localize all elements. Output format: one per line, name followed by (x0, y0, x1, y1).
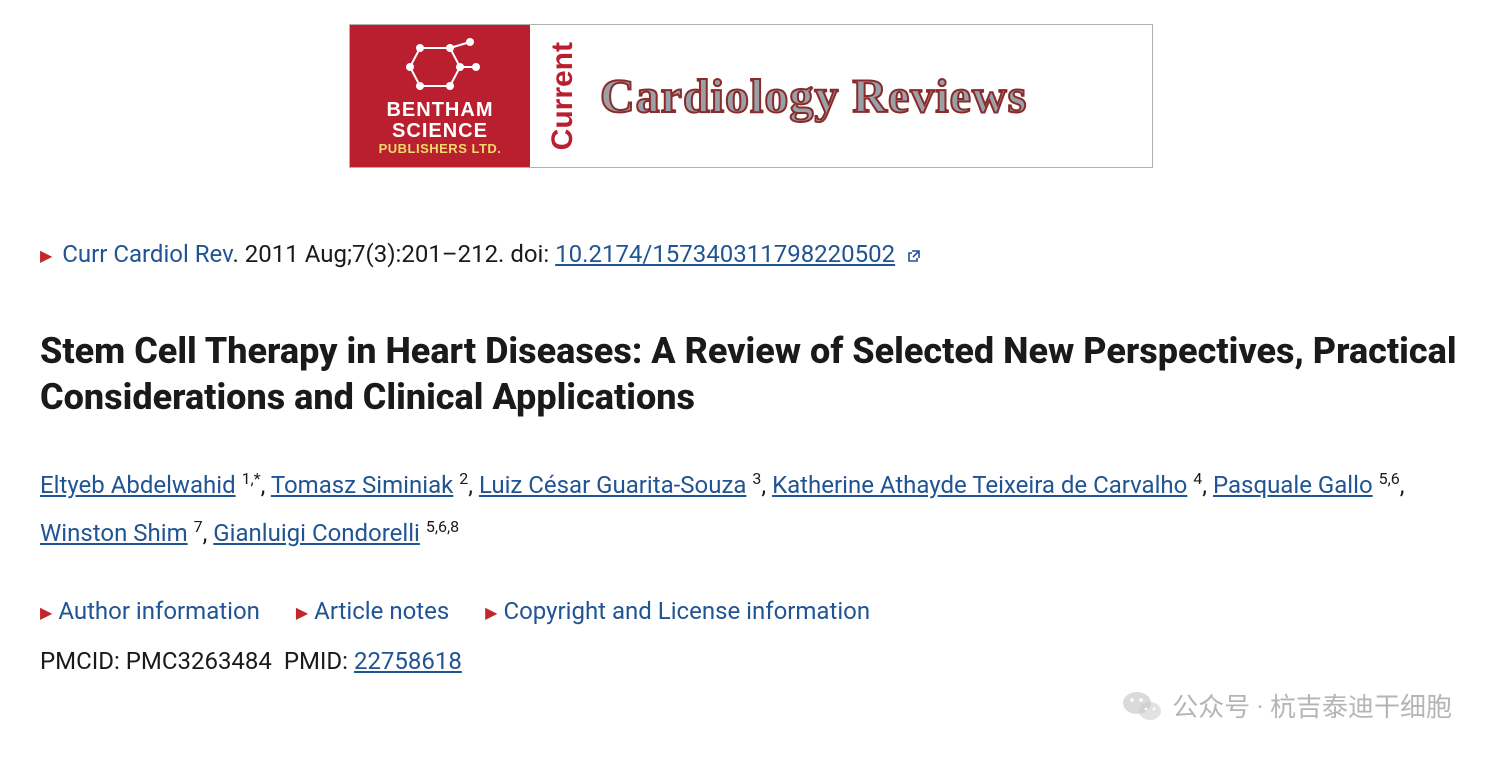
publisher-logo-block: BENTHAM SCIENCE PUBLISHERS LTD. (350, 25, 530, 167)
publisher-text: BENTHAM SCIENCE PUBLISHERS LTD. (379, 100, 502, 156)
expand-triangle-icon[interactable]: ▶ (40, 246, 52, 265)
journal-abbrev-link[interactable]: Curr Cardiol Rev (62, 240, 232, 268)
journal-name: Cardiology Reviews (600, 69, 1027, 124)
molecule-icon (400, 38, 480, 96)
journal-banner: BENTHAM SCIENCE PUBLISHERS LTD. Current … (349, 24, 1153, 168)
publisher-line2: SCIENCE (379, 121, 502, 142)
pmcid-label: PMCID: (40, 647, 126, 675)
publisher-line3: PUBLISHERS LTD. (379, 142, 502, 156)
article-ids: PMCID: PMC3263484 PMID: 22758618 (40, 647, 1462, 675)
article-notes-toggle[interactable]: ▶ Article notes (296, 597, 449, 625)
triangle-icon: ▶ (40, 603, 52, 622)
info-links-row: ▶ Author information ▶ Article notes ▶ Copy… (40, 597, 1462, 625)
triangle-icon: ▶ (485, 603, 497, 622)
external-link-icon (907, 239, 921, 253)
journal-vertical-label: Current (546, 42, 580, 150)
author-link[interactable]: Eltyeb Abdelwahid (40, 471, 236, 499)
copyright-label: Copyright and License information (503, 597, 870, 625)
author-link[interactable]: Gianluigi Condorelli (213, 519, 420, 547)
author-information-toggle[interactable]: ▶ Author information (40, 597, 260, 625)
author-affiliation: 5,6,8 (426, 517, 459, 536)
copyright-toggle[interactable]: ▶ Copyright and License information (485, 597, 870, 625)
citation-line: ▶ Curr Cardiol Rev. 2011 Aug;7(3):201–21… (40, 238, 1462, 272)
wechat-watermark: 公众号 · 杭吉泰迪干细胞 (1122, 687, 1452, 724)
author-link[interactable]: Winston Shim (40, 519, 188, 547)
banner-title-area: Current Cardiology Reviews (530, 25, 1152, 167)
article-title: Stem Cell Therapy in Heart Diseases: A R… (40, 328, 1462, 422)
author-information-label: Author information (58, 597, 260, 625)
author-link[interactable]: Katherine Athayde Teixeira de Carvalho (772, 471, 1187, 499)
author-affiliation: 2 (459, 469, 468, 488)
pmcid-value: PMC3263484 (126, 647, 272, 675)
author-link[interactable]: Tomasz Siminiak (271, 471, 453, 499)
author-link[interactable]: Pasquale Gallo (1213, 471, 1373, 499)
triangle-icon: ▶ (296, 603, 308, 622)
author-affiliation: 4 (1193, 469, 1202, 488)
wechat-icon (1122, 689, 1162, 723)
pmid-label: PMID: (284, 647, 354, 675)
author-affiliation: 3 (752, 469, 761, 488)
author-affiliation: 1,* (242, 469, 261, 488)
watermark-text: 公众号 · 杭吉泰迪干细胞 (1172, 687, 1452, 724)
pmid-link[interactable]: 22758618 (354, 647, 462, 675)
doi-link[interactable]: 10.2174/157340311798220502 (555, 240, 895, 268)
author-link[interactable]: Luiz César Guarita-Souza (479, 471, 746, 499)
citation-text: . 2011 Aug;7(3):201–212. doi: (233, 240, 556, 268)
author-affiliation: 7 (194, 517, 203, 536)
publisher-line1: BENTHAM (379, 100, 502, 121)
author-affiliation: 5,6 (1379, 469, 1400, 488)
author-list: Eltyeb Abdelwahid 1,*, Tomasz Siminiak 2… (40, 461, 1462, 557)
article-notes-label: Article notes (314, 597, 449, 625)
